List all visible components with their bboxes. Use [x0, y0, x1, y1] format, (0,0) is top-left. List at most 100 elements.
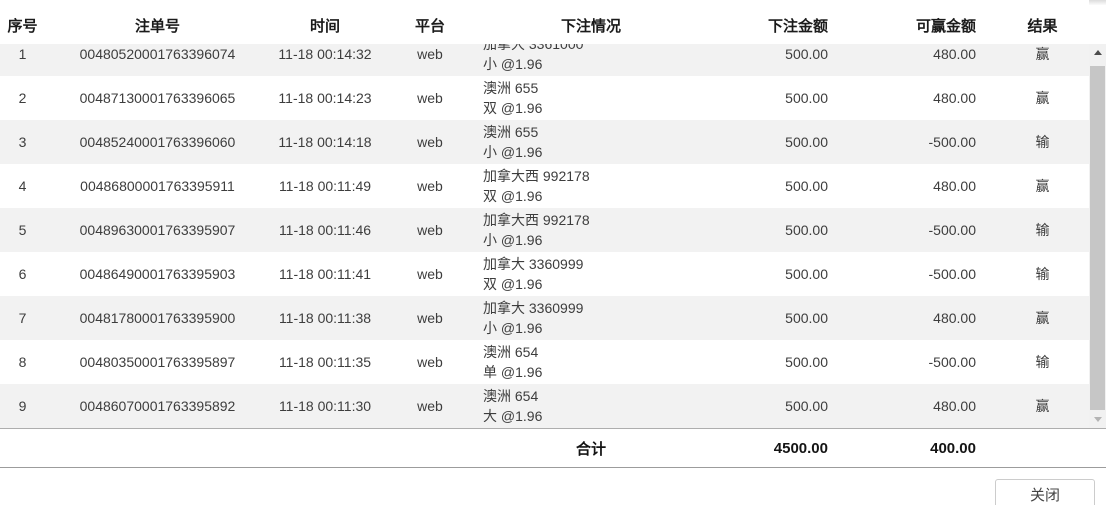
- cell-win-amount: 480.00: [933, 398, 976, 414]
- table-row: 2 00487130001763396065 11-18 00:14:23 we…: [0, 76, 1089, 120]
- cell-index: 4: [18, 178, 27, 194]
- vertical-scrollbar[interactable]: [1089, 44, 1106, 428]
- cell-order-id: 00486800001763395911: [80, 178, 235, 194]
- bet-detail-line2: 双 @1.96: [483, 100, 543, 116]
- bet-detail-line1: 加拿大 3361000: [483, 44, 584, 52]
- cell-win-amount: -500.00: [928, 354, 976, 370]
- col-header-bet-info: 下注情况: [560, 17, 621, 35]
- totals-bet-amount-value: 4500.00: [773, 439, 828, 457]
- bet-detail-line1: 加拿大西 992178: [483, 168, 590, 184]
- cell-result: 输: [1035, 354, 1050, 370]
- close-button[interactable]: 关闭: [995, 479, 1095, 505]
- cell-index: 9: [18, 398, 27, 414]
- cell-result: 输: [1035, 222, 1050, 238]
- bet-detail-line2: 大 @1.96: [483, 408, 543, 424]
- cell-win-amount: -500.00: [928, 222, 976, 238]
- bet-detail-line2: 小 @1.96: [483, 144, 543, 160]
- table-row: 3 00485240001763396060 11-18 00:14:18 we…: [0, 120, 1089, 164]
- cell-bet-amount: 500.00: [785, 354, 828, 370]
- cell-win-amount: -500.00: [928, 134, 976, 150]
- cell-win-amount: -500.00: [928, 266, 976, 282]
- scroll-down-button[interactable]: [1089, 411, 1106, 428]
- cell-result: 输: [1035, 134, 1050, 150]
- col-header-order-id: 注单号: [134, 17, 180, 35]
- cell-result: 输: [1035, 266, 1050, 282]
- dialog-footer: 关闭: [0, 468, 1106, 505]
- scroll-up-button[interactable]: [1089, 44, 1106, 61]
- bet-detail-line2: 双 @1.96: [483, 276, 543, 292]
- cell-result: 赢: [1035, 178, 1050, 194]
- cell-bet-amount: 500.00: [785, 310, 828, 326]
- cell-win-amount: 480.00: [933, 90, 976, 106]
- cell-result: 赢: [1035, 46, 1050, 62]
- cell-bet-info: 加拿大西 992178 双 @1.96: [480, 166, 702, 206]
- cell-bet-amount: 500.00: [785, 222, 828, 238]
- cell-time: 11-18 00:14:32: [278, 46, 372, 62]
- cell-index: 3: [18, 134, 27, 150]
- scrollbar-thumb[interactable]: [1090, 66, 1105, 410]
- cell-bet-info: 加拿大 3361000 小 @1.96: [480, 44, 702, 74]
- bet-detail-line1: 加拿大 3360999: [483, 256, 584, 272]
- bet-detail-line1: 澳洲 655: [483, 80, 539, 96]
- cell-bet-info: 澳洲 654 大 @1.96: [480, 386, 702, 426]
- cell-bet-amount: 500.00: [785, 266, 828, 282]
- bet-detail-line1: 加拿大西 992178: [483, 212, 590, 228]
- cell-platform: web: [417, 354, 443, 370]
- cell-index: 1: [18, 46, 27, 62]
- cell-index: 5: [18, 222, 27, 238]
- bet-detail-line1: 澳洲 654: [483, 344, 539, 360]
- cell-platform: web: [417, 178, 443, 194]
- col-header-win-amount: 可赢金额: [915, 17, 976, 35]
- cell-bet-info: 加拿大 3360999 小 @1.96: [480, 298, 702, 338]
- cell-bet-info: 澳洲 655 双 @1.96: [480, 78, 702, 118]
- col-header-result: 结果: [1027, 17, 1058, 35]
- cell-order-id: 00480520001763396074: [79, 46, 236, 62]
- cell-time: 11-18 00:11:30: [278, 398, 372, 414]
- cell-index: 7: [18, 310, 27, 326]
- cell-bet-info: 加拿大西 992178 小 @1.96: [480, 210, 702, 250]
- table-header-row: 序号 注单号 时间 平台 下注情况 下注金额 可赢金额 结果: [0, 0, 1089, 44]
- triangle-up-icon: [1093, 50, 1102, 55]
- bet-detail-line2: 小 @1.96: [483, 232, 543, 248]
- col-header-platform: 平台: [414, 17, 445, 35]
- cell-bet-amount: 500.00: [785, 134, 828, 150]
- bet-detail-line1: 澳洲 654: [483, 388, 539, 404]
- cell-platform: web: [417, 46, 443, 62]
- col-header-time: 时间: [309, 17, 340, 35]
- cell-bet-info: 澳洲 654 单 @1.96: [480, 342, 702, 382]
- bet-detail-line2: 小 @1.96: [483, 320, 543, 336]
- cell-order-id: 00485240001763396060: [79, 134, 236, 150]
- cell-platform: web: [417, 134, 443, 150]
- col-header-index: 序号: [7, 17, 38, 35]
- cell-order-id: 00486490001763395903: [79, 266, 236, 282]
- triangle-down-icon: [1093, 417, 1102, 422]
- table-body: 1 00480520001763396074 11-18 00:14:32 we…: [0, 44, 1089, 428]
- bet-detail-line2: 小 @1.96: [483, 56, 543, 72]
- table-scroll-viewport: 1 00480520001763396074 11-18 00:14:32 we…: [0, 44, 1089, 428]
- cell-result: 赢: [1035, 398, 1050, 414]
- cell-result: 赢: [1035, 90, 1050, 106]
- cell-bet-amount: 500.00: [785, 398, 828, 414]
- cell-order-id: 00487130001763396065: [79, 90, 236, 106]
- table-row: 1 00480520001763396074 11-18 00:14:32 we…: [0, 44, 1089, 76]
- cell-bet-amount: 500.00: [785, 90, 828, 106]
- cell-index: 2: [18, 90, 27, 106]
- cell-bet-amount: 500.00: [785, 46, 828, 62]
- cell-win-amount: 480.00: [933, 310, 976, 326]
- cell-win-amount: 480.00: [933, 178, 976, 194]
- cell-order-id: 00489630001763395907: [79, 222, 236, 238]
- table-row: 8 00480350001763395897 11-18 00:11:35 we…: [0, 340, 1089, 384]
- cell-index: 8: [18, 354, 27, 370]
- bet-detail-line1: 澳洲 655: [483, 124, 539, 140]
- cell-result: 赢: [1035, 310, 1050, 326]
- cell-time: 11-18 00:11:49: [278, 178, 372, 194]
- totals-win-amount-value: 400.00: [930, 439, 976, 457]
- cell-platform: web: [417, 310, 443, 326]
- cell-bet-info: 加拿大 3360999 双 @1.96: [480, 254, 702, 294]
- bet-detail-line1: 加拿大 3360999: [483, 300, 584, 316]
- cell-time: 11-18 00:11:35: [278, 354, 372, 370]
- cell-order-id: 00481780001763395900: [79, 310, 236, 326]
- cell-time: 11-18 00:14:18: [278, 134, 372, 150]
- cell-time: 11-18 00:11:41: [278, 266, 372, 282]
